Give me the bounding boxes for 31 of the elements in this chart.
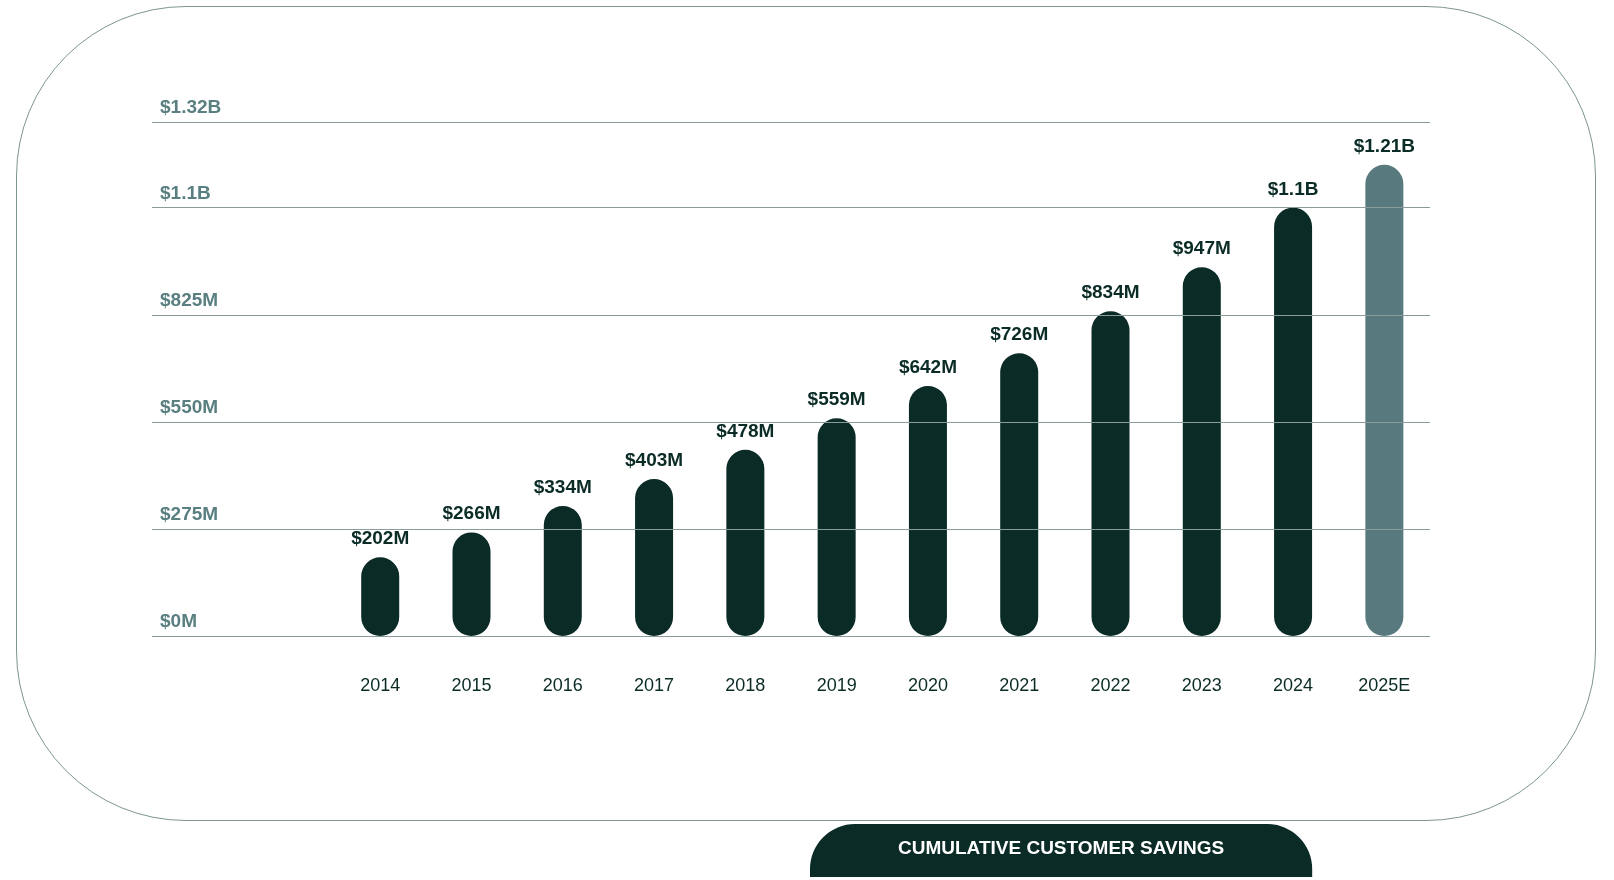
- data-label: $559M: [807, 388, 866, 410]
- x-tick-label: 2023: [1181, 675, 1222, 695]
- x-tick-label: 2022: [1090, 675, 1131, 695]
- y-tick-label: $1.1B: [160, 181, 211, 203]
- data-label: $478M: [716, 419, 775, 441]
- data-label: $403M: [625, 449, 684, 471]
- x-tick-label: 2015: [451, 675, 492, 695]
- x-tick-label: 2024: [1273, 675, 1314, 695]
- y-tick-label: $1.32B: [160, 96, 222, 117]
- data-label: $1.21B: [1353, 134, 1415, 156]
- data-label: $947M: [1172, 237, 1231, 259]
- data-label: $834M: [1081, 281, 1140, 303]
- data-label: $334M: [533, 475, 592, 497]
- x-tick-label: 2021: [999, 675, 1040, 695]
- y-tick-label: $825M: [160, 288, 219, 310]
- x-tick-label: 2018: [725, 675, 766, 695]
- data-label: $1.1B: [1267, 177, 1319, 199]
- x-tick-label: 2014: [360, 675, 401, 695]
- x-tick-label: 2020: [907, 675, 948, 695]
- x-tick-label: 2025E: [1358, 675, 1411, 695]
- y-tick-label: $550M: [160, 395, 219, 417]
- data-label: $202M: [351, 527, 410, 549]
- text: CUMULATIVE CUSTOMER SAVINGS: [898, 837, 1225, 858]
- data-label: $726M: [990, 323, 1049, 345]
- x-tick-label: 2016: [542, 675, 583, 695]
- data-label: $642M: [898, 356, 957, 378]
- x-tick-label: 2019: [816, 675, 857, 695]
- y-tick-label: $0M: [160, 610, 197, 631]
- x-tick-label: 2017: [634, 675, 675, 695]
- y-tick-label: $275M: [160, 502, 219, 524]
- data-label: $266M: [442, 502, 501, 524]
